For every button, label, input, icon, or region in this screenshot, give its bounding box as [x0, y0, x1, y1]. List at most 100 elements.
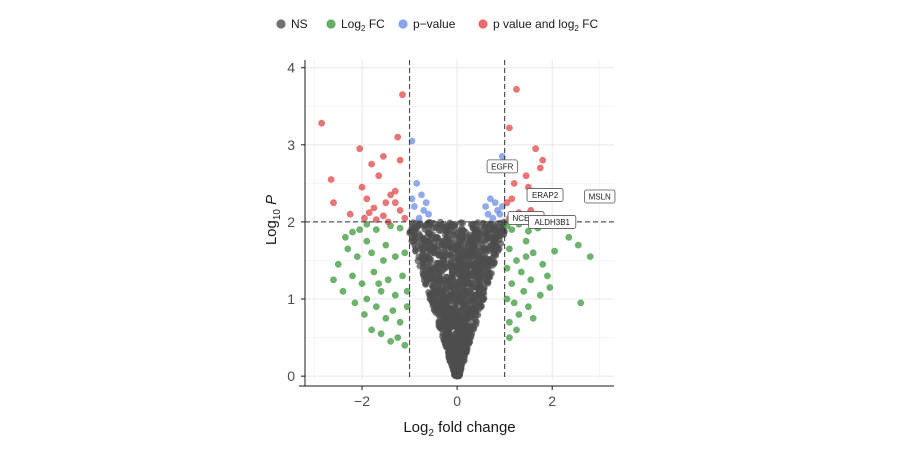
data-point-both: [522, 172, 530, 180]
data-point-p: [425, 210, 432, 218]
data-point-fc: [508, 226, 516, 234]
data-point-fc: [363, 220, 371, 228]
data-point-fc: [391, 291, 399, 299]
data-point-fc: [380, 257, 387, 264]
data-point-ns: [465, 287, 472, 295]
data-point-p: [408, 137, 416, 145]
data-point-ns: [460, 245, 467, 252]
data-point-ns: [428, 275, 435, 282]
data-point-ns: [431, 250, 438, 257]
data-point-fc: [342, 233, 349, 241]
data-point-ns: [451, 223, 458, 231]
legend-label: p−value: [413, 17, 456, 31]
x-tick-label: 0: [453, 393, 461, 409]
data-point-ns: [457, 332, 465, 339]
data-point-ns: [486, 273, 494, 281]
x-tick-label: −2: [354, 393, 370, 409]
data-point-ns: [438, 227, 445, 234]
data-point-ns: [429, 284, 437, 292]
data-point-ns: [454, 361, 461, 369]
data-point-ns: [477, 238, 484, 245]
data-point-fc: [368, 326, 375, 334]
data-point-fc: [403, 303, 411, 311]
data-point-ns: [467, 325, 475, 332]
data-point-ns: [434, 242, 441, 250]
data-point-fc: [525, 303, 532, 311]
data-point-ns: [460, 285, 467, 293]
data-point-p: [498, 203, 506, 210]
legend-item-ns: NS: [276, 17, 308, 31]
data-point-both: [391, 199, 399, 207]
data-point-fc: [377, 330, 385, 338]
series-both: [318, 85, 547, 226]
data-point-ns: [441, 330, 449, 338]
data-point-fc: [539, 260, 547, 268]
data-point-both: [365, 209, 373, 217]
legend-item-p: p−value: [398, 17, 456, 31]
data-point-ns: [476, 280, 483, 287]
data-point-fc: [513, 257, 520, 264]
data-point-ns: [482, 279, 490, 286]
data-point-fc: [551, 247, 558, 255]
data-point-ns: [443, 227, 451, 235]
data-point-ns: [479, 297, 486, 304]
gene-label-box: [526, 188, 564, 202]
data-point-both: [363, 195, 371, 203]
data-point-ns: [443, 285, 450, 293]
data-point-p: [413, 180, 421, 187]
data-point-p: [484, 210, 492, 218]
data-point-fc: [372, 303, 380, 311]
data-point-fc: [349, 272, 356, 280]
data-point-fc: [565, 233, 573, 241]
data-point-ns: [500, 231, 508, 238]
data-point-p: [489, 214, 497, 222]
data-point-fc: [574, 241, 582, 249]
legend-item-both: p value and log2 FC: [478, 17, 599, 33]
data-point-fc: [577, 299, 585, 307]
data-point-p: [496, 210, 504, 218]
data-point-fc: [349, 228, 356, 236]
data-point-ns: [426, 245, 433, 253]
data-point-fc: [525, 227, 532, 235]
data-point-fc: [382, 241, 390, 249]
data-point-fc: [399, 272, 406, 280]
data-point-fc: [372, 226, 380, 234]
data-point-ns: [478, 255, 486, 263]
data-point-ns: [426, 229, 433, 237]
gene-label: ERAP2: [532, 191, 559, 200]
data-point-ns: [446, 251, 454, 258]
data-point-fc: [503, 264, 511, 272]
data-point-both: [387, 191, 394, 199]
data-point-both: [503, 199, 511, 207]
data-point-ns: [480, 222, 487, 230]
data-point-ns: [444, 303, 452, 311]
data-point-ns: [440, 314, 448, 321]
data-point-ns: [420, 272, 427, 280]
data-point-ns: [448, 258, 456, 266]
data-point-both: [396, 156, 404, 164]
data-point-both: [318, 119, 325, 127]
data-point-both: [394, 133, 402, 141]
data-point-ns: [422, 251, 430, 259]
data-point-ns: [411, 225, 418, 232]
data-point-p: [420, 207, 428, 214]
data-point-both: [356, 145, 364, 153]
data-point-ns: [456, 294, 464, 301]
y-tick-label: 4: [287, 60, 295, 76]
data-point-fc: [344, 245, 352, 253]
data-point-ns: [450, 301, 458, 309]
data-point-fc: [515, 311, 523, 318]
data-point-ns: [485, 256, 493, 263]
data-point-ns: [427, 221, 435, 229]
data-point-fc: [370, 268, 378, 276]
data-point-ns: [420, 259, 427, 267]
data-point-ns: [464, 301, 472, 309]
data-point-ns: [494, 220, 501, 227]
data-point-fc: [520, 287, 528, 295]
data-point-fc: [382, 314, 390, 322]
data-point-p: [491, 199, 499, 207]
data-point-ns: [444, 246, 452, 253]
data-point-p: [408, 195, 416, 203]
data-point-fc: [384, 276, 392, 284]
